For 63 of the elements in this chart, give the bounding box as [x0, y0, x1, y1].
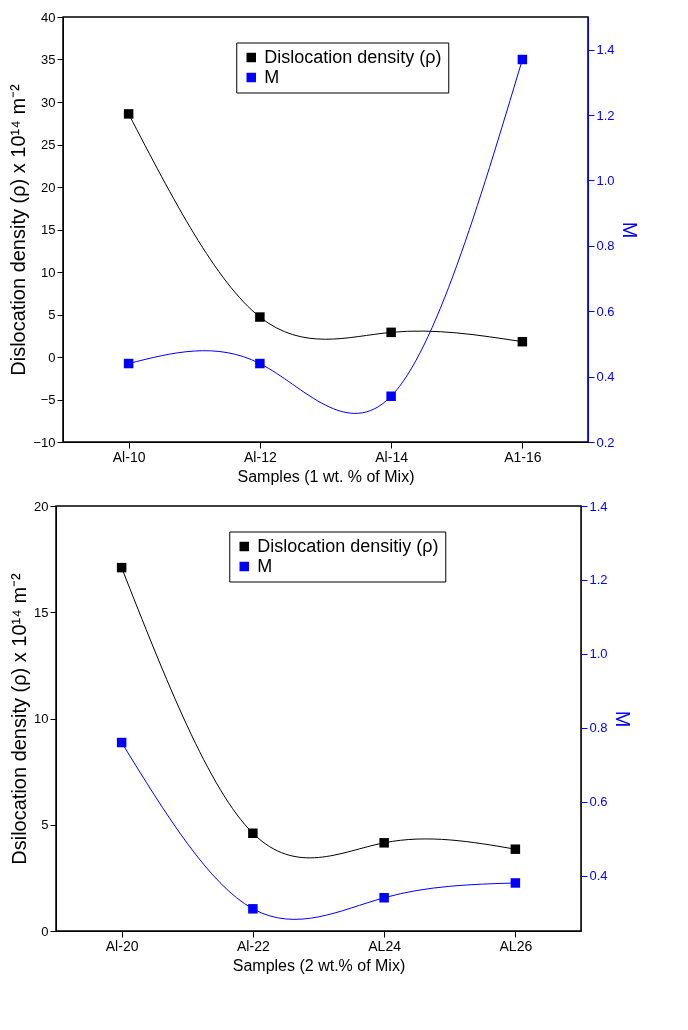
- x-axis-title: Samples (1 wt. % of Mix): [237, 467, 415, 485]
- point: [248, 828, 258, 838]
- legend-label: Dislocation density (ρ): [264, 46, 442, 67]
- x-tick-label: AL26: [499, 937, 533, 954]
- x-tick-label: Al-10: [112, 448, 146, 465]
- y-tick-label: 15: [34, 604, 49, 620]
- y2-tick-label: 0.4: [596, 369, 615, 385]
- legend-label: M: [264, 66, 280, 87]
- point: [386, 391, 396, 401]
- point: [510, 878, 521, 888]
- y-tick-label: 40: [41, 9, 56, 25]
- y2-tick-label: 1.2: [589, 572, 608, 588]
- y-tick-label: 0: [48, 349, 56, 365]
- point: [116, 562, 127, 573]
- y-tick-label: 10: [41, 264, 56, 280]
- x-tick-label: AL24: [368, 937, 402, 954]
- point: [248, 904, 258, 914]
- y-tick-label: 0: [41, 923, 49, 939]
- y2-tick-label: 1.0: [596, 172, 615, 188]
- x-axis-title: Samples (2 wt.% of Mix): [232, 956, 406, 974]
- y2-tick-label: 0.8: [596, 238, 615, 254]
- x-tick-label: Al-12: [244, 448, 277, 465]
- point: [517, 336, 528, 347]
- point: [255, 358, 265, 369]
- y-tick-label: 20: [41, 179, 56, 195]
- y-tick-label: −10: [33, 434, 56, 450]
- y2-tick-label: 0.4: [589, 868, 608, 884]
- y2-tick-label: 0.8: [589, 720, 608, 736]
- y2-tick-label: 1.4: [596, 42, 615, 58]
- x-tick-label: Al-20: [105, 937, 139, 954]
- point: [255, 312, 265, 322]
- x-tick-label: Al-14: [375, 448, 409, 465]
- y-axis-title: Dsilocation density (ρ) x 10¹⁴ m⁻²: [8, 572, 31, 865]
- y2-tick-label: 0.6: [596, 303, 615, 319]
- point: [386, 327, 396, 338]
- legend-label: M: [257, 555, 273, 576]
- legend-label: Dislocation densitiy (ρ): [257, 535, 439, 556]
- x-tick-label: A1-16: [504, 448, 542, 465]
- y-tick-label: 10: [34, 711, 49, 726]
- point: [379, 893, 389, 903]
- y-tick-label: 35: [41, 52, 56, 67]
- y-tick-label: 15: [41, 222, 56, 237]
- y2-tick-label: 1.0: [589, 646, 608, 662]
- y-tick-label: 30: [41, 94, 56, 110]
- y2-tick-label: 1.4: [589, 498, 608, 514]
- point: [123, 109, 134, 119]
- y-tick-label: 5: [41, 817, 49, 833]
- y2-tick-label: 0.2: [596, 434, 615, 450]
- y-tick-label: −5: [40, 392, 56, 407]
- x-tick-label: Al-22: [237, 937, 270, 954]
- point: [517, 54, 528, 65]
- y2-tick-label: 0.6: [589, 794, 608, 810]
- point: [116, 737, 127, 748]
- point: [123, 358, 134, 369]
- y-tick-label: 5: [48, 307, 56, 322]
- point: [379, 838, 389, 848]
- y-axis-title: Dislocation density (ρ) x 10¹⁴ m⁻²: [7, 83, 30, 376]
- y2-axis-title: M: [611, 710, 634, 728]
- y2-tick-label: 1.2: [596, 107, 615, 123]
- y-tick-label: 25: [41, 137, 56, 152]
- y-tick-label: 20: [34, 498, 49, 514]
- point: [510, 844, 521, 854]
- y2-axis-title: M: [618, 221, 641, 239]
